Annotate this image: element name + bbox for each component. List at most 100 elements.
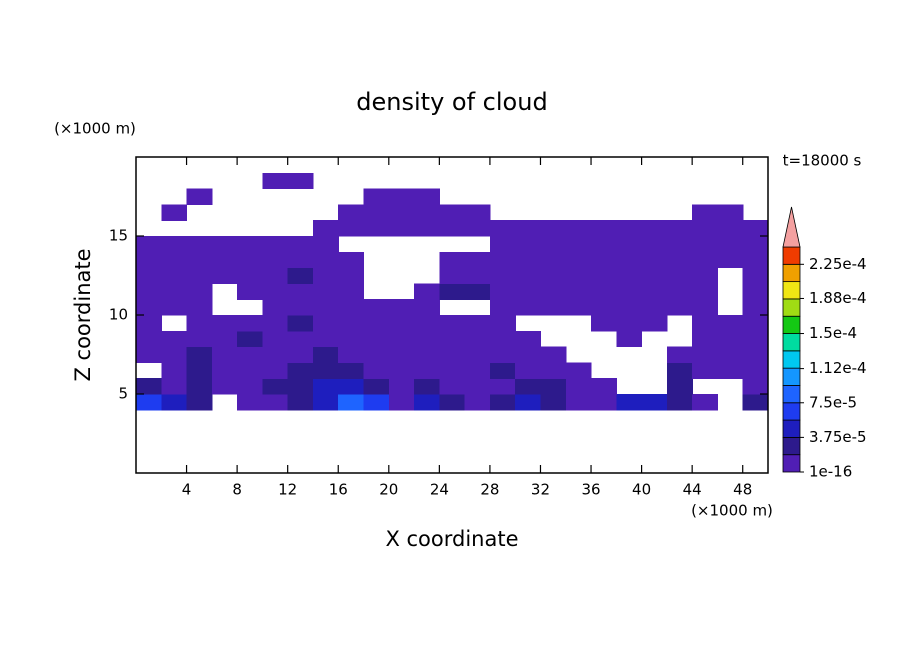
colorbar-tick-label: 1.88e-4 [809,289,867,307]
contour-cell [338,346,365,363]
contour-cell [338,378,365,395]
contour-cell [136,251,162,269]
contour-cell [388,346,415,363]
colorbar-extension [782,206,801,248]
colorbar-box [782,385,801,404]
contour-cell [666,220,693,237]
contour-cell [287,236,314,253]
contour-cell [742,251,769,269]
contour-cell [692,267,719,284]
contour-cell [540,220,567,237]
contour-cell [363,204,390,221]
contour-cell [262,172,289,190]
contour-cell [186,236,213,253]
contour-cell [489,299,516,316]
contour-cell [641,267,668,284]
contour-cell [211,346,238,363]
contour-cell [742,267,769,284]
contour-cell [515,267,542,284]
y-tick-label: 10 [109,306,128,324]
contour-cell [338,315,365,332]
colorbar-tick-label: 7.5e-5 [809,393,857,411]
contour-cell [540,283,567,300]
contour-cell [237,236,263,253]
x-tick-label: 36 [581,481,600,499]
contour-cell [211,362,238,379]
contour-cell [338,267,365,284]
contour-cell [489,251,516,269]
colorbar-box [782,333,801,352]
contour-cell [312,362,339,379]
contour-cell [641,394,668,411]
contour-cell [692,346,719,363]
x-tick-label: 28 [480,481,499,499]
contour-cell [616,236,643,253]
contour-cell [489,315,516,332]
contour-cell [287,283,314,300]
contour-cell [186,251,213,269]
contour-cell [591,251,617,269]
contour-cell [338,220,365,237]
contour-cell [515,236,542,253]
contour-cell [161,299,188,316]
contour-cell [489,346,516,363]
contour-cell [262,330,289,348]
contour-cell [616,330,643,348]
contour-cell [717,220,744,237]
contour-cell [287,394,314,411]
contour-cell [136,394,162,411]
contour-cell [262,283,289,300]
contour-cell [464,267,491,284]
y-tick-label: 5 [118,385,128,403]
contour-cell [641,299,668,316]
contour-cell [363,362,390,379]
contour-cell [591,236,617,253]
contour-cell [717,362,744,379]
contour-cell [186,378,213,395]
contour-cell [211,378,238,395]
contour-cell [692,251,719,269]
contour-cell [540,346,567,363]
contour-cell [616,315,643,332]
contour-cell [414,378,440,395]
contour-cell [489,378,516,395]
contour-cell [742,315,769,332]
contour-cell [692,283,719,300]
contour-cell [717,236,744,253]
contour-cell [414,394,440,411]
contour-cell [312,251,339,269]
contour-cell [666,299,693,316]
contour-cell [565,236,592,253]
contour-cell [540,299,567,316]
contour-cell [363,330,390,348]
contour-cell [666,267,693,284]
contour-cell [666,346,693,363]
contour-cell [262,267,289,284]
contour-cell [666,283,693,300]
contour-cell [692,315,719,332]
contour-cell [515,346,542,363]
contour-cell [186,330,213,348]
contour-cell [287,362,314,379]
contour-cell [717,330,744,348]
contour-cell [742,283,769,300]
contour-cell [742,362,769,379]
contour-cell [186,362,213,379]
contour-cell [262,394,289,411]
x-tick-label: 4 [182,481,192,499]
contour-cell [464,251,491,269]
contour-cell [565,220,592,237]
contour-cell [211,251,238,269]
contour-cell [692,299,719,316]
contour-cell [136,346,162,363]
contour-cell [742,346,769,363]
contour-cell [565,283,592,300]
contour-cell [388,299,415,316]
contour-cell [338,204,365,221]
contour-cell [515,362,542,379]
contour-cell [666,251,693,269]
contour-cell [464,315,491,332]
contour-cell [742,299,769,316]
contour-cell [363,188,390,205]
contour-cell [161,378,188,395]
